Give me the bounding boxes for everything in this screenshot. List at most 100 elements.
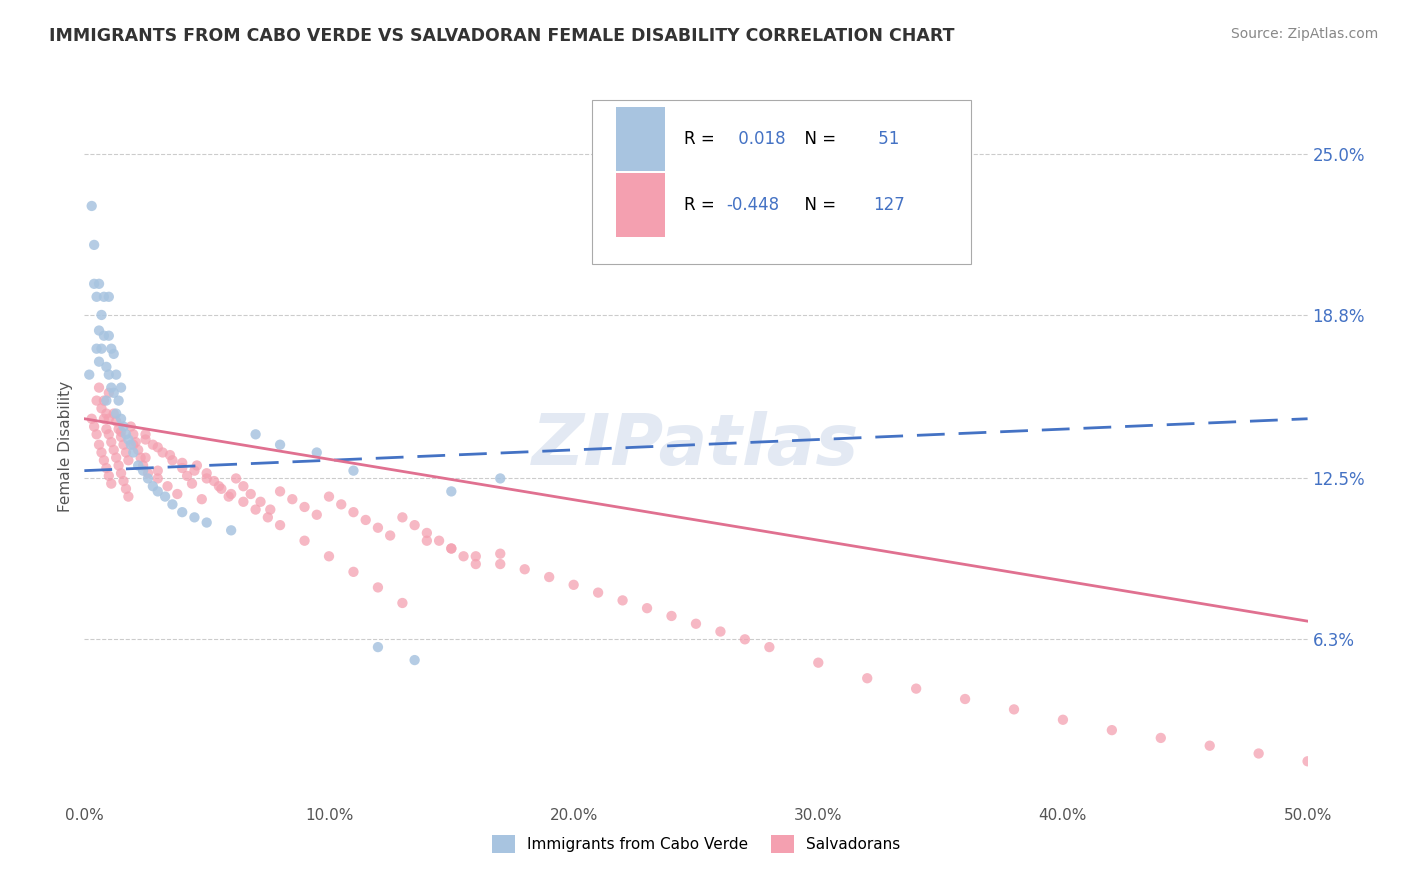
Point bbox=[259, 502, 281, 516]
Point bbox=[513, 562, 536, 576]
Point bbox=[135, 427, 157, 442]
Point bbox=[404, 518, 426, 533]
Point bbox=[685, 616, 707, 631]
Point bbox=[110, 467, 132, 481]
Point bbox=[77, 368, 100, 382]
Point bbox=[93, 290, 115, 304]
Point bbox=[127, 442, 149, 457]
Point bbox=[96, 422, 118, 436]
Point bbox=[586, 585, 609, 599]
Point bbox=[86, 290, 108, 304]
Point bbox=[105, 414, 128, 428]
Point bbox=[97, 290, 120, 304]
Point bbox=[132, 464, 155, 478]
Point bbox=[807, 656, 830, 670]
Text: 51: 51 bbox=[873, 130, 900, 148]
Point bbox=[367, 640, 389, 654]
Point bbox=[107, 393, 129, 408]
Text: R =: R = bbox=[683, 130, 720, 148]
Point bbox=[269, 484, 291, 499]
Point bbox=[245, 502, 267, 516]
Point bbox=[83, 277, 105, 291]
Point bbox=[93, 453, 115, 467]
Point bbox=[440, 541, 463, 556]
Point bbox=[90, 401, 112, 416]
Point bbox=[453, 549, 475, 564]
Point bbox=[87, 354, 110, 368]
Point bbox=[97, 468, 120, 483]
Point bbox=[195, 467, 218, 481]
Point bbox=[86, 427, 108, 442]
Point bbox=[96, 407, 118, 421]
Point bbox=[93, 411, 115, 425]
Point bbox=[269, 438, 291, 452]
Point bbox=[86, 342, 108, 356]
Point bbox=[112, 419, 135, 434]
Point bbox=[636, 601, 658, 615]
Point bbox=[404, 653, 426, 667]
Point bbox=[734, 632, 756, 647]
Text: 127: 127 bbox=[873, 196, 905, 214]
Text: IMMIGRANTS FROM CABO VERDE VS SALVADORAN FEMALE DISABILITY CORRELATION CHART: IMMIGRANTS FROM CABO VERDE VS SALVADORAN… bbox=[49, 27, 955, 45]
Point bbox=[87, 381, 110, 395]
Point bbox=[269, 518, 291, 533]
Point bbox=[1101, 723, 1123, 738]
Point bbox=[162, 453, 184, 467]
Point bbox=[195, 516, 218, 530]
Point bbox=[342, 505, 364, 519]
Point bbox=[90, 308, 112, 322]
Point bbox=[135, 450, 157, 465]
Text: N =: N = bbox=[794, 130, 841, 148]
Point bbox=[97, 368, 120, 382]
Point bbox=[146, 464, 169, 478]
Point bbox=[153, 490, 176, 504]
Text: Source: ZipAtlas.com: Source: ZipAtlas.com bbox=[1230, 27, 1378, 41]
Point bbox=[100, 476, 122, 491]
Point bbox=[1247, 747, 1270, 761]
Point bbox=[103, 347, 125, 361]
Point bbox=[110, 381, 132, 395]
Point bbox=[294, 500, 316, 514]
Point bbox=[87, 438, 110, 452]
Point bbox=[87, 277, 110, 291]
Point bbox=[208, 479, 231, 493]
Point bbox=[110, 411, 132, 425]
Point bbox=[1002, 702, 1025, 716]
Point bbox=[239, 487, 262, 501]
Point bbox=[112, 474, 135, 488]
Point bbox=[1150, 731, 1173, 745]
Point bbox=[464, 557, 486, 571]
Point bbox=[136, 467, 159, 481]
Point bbox=[354, 513, 377, 527]
Point bbox=[117, 433, 139, 447]
Point bbox=[367, 521, 389, 535]
Point bbox=[103, 385, 125, 400]
Point bbox=[107, 422, 129, 436]
Point bbox=[391, 510, 413, 524]
Point bbox=[612, 593, 634, 607]
Point bbox=[953, 692, 976, 706]
Text: ZIPatlas: ZIPatlas bbox=[533, 411, 859, 481]
Text: R =: R = bbox=[683, 196, 720, 214]
Point bbox=[464, 549, 486, 564]
Point bbox=[294, 533, 316, 548]
Point bbox=[115, 482, 138, 496]
Point bbox=[96, 359, 118, 374]
Point bbox=[183, 510, 205, 524]
Point bbox=[218, 490, 240, 504]
Point bbox=[117, 453, 139, 467]
Point bbox=[232, 495, 254, 509]
Point bbox=[195, 471, 218, 485]
Point bbox=[172, 456, 194, 470]
Point bbox=[562, 578, 585, 592]
Point bbox=[162, 497, 184, 511]
Point bbox=[176, 468, 198, 483]
Point bbox=[110, 430, 132, 444]
Point bbox=[427, 533, 450, 548]
Y-axis label: Female Disability: Female Disability bbox=[58, 380, 73, 512]
Point bbox=[489, 547, 512, 561]
FancyBboxPatch shape bbox=[616, 173, 665, 237]
Point bbox=[100, 435, 122, 450]
Text: N =: N = bbox=[794, 196, 841, 214]
Point bbox=[115, 427, 138, 442]
